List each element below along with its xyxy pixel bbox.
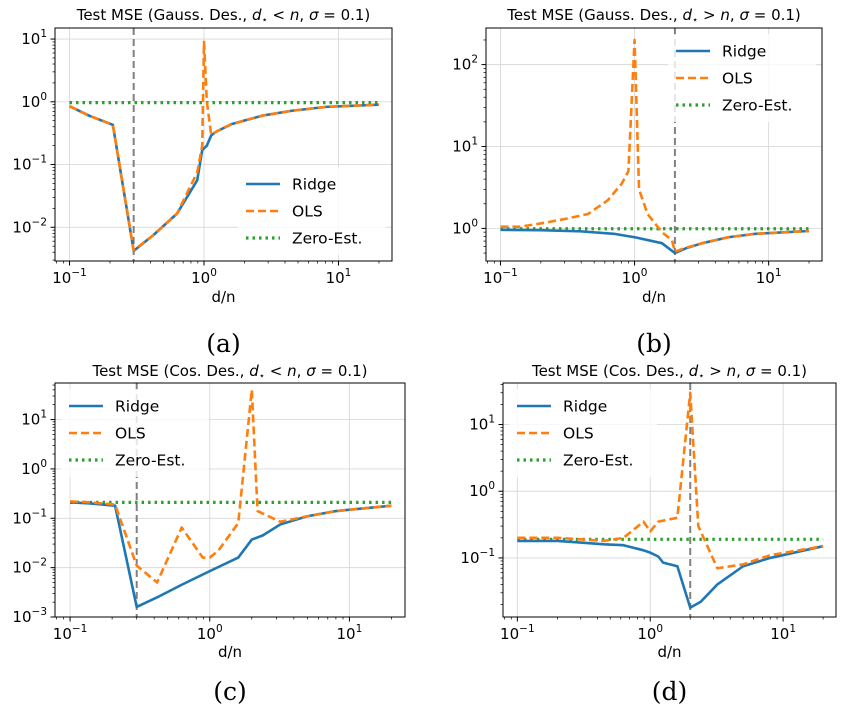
legend-box — [238, 167, 386, 255]
panel-d: 10−1 100 101 10−1 100 101 Test MSE (Cos. Des.,… — [460, 362, 837, 706]
panel-caption: (b) — [636, 329, 672, 358]
legend: Ridge OLS Zero-Est. — [509, 389, 657, 477]
panel-caption: (c) — [213, 677, 247, 706]
x-tick-label: 101 — [337, 623, 363, 643]
series-line-ols — [500, 38, 810, 253]
plot-frame — [54, 27, 393, 262]
panel-b: 10−1 100 101 100 101 102 Test MSE (Gauss. Des.… — [452, 6, 823, 358]
x-tick-label: 100 — [622, 267, 648, 287]
legend: Ridge OLS Zero-Est. — [668, 34, 816, 122]
minor-ticks — [500, 384, 824, 620]
chart-title: Test MSE (Cos. Des., d⋆ > n, σ = 0.1) — [531, 362, 807, 382]
series-line-ols — [70, 388, 392, 584]
y-tick-label: 10−1 — [12, 507, 47, 527]
x-axis-label: d/n — [657, 643, 681, 661]
chart-title: Test MSE (Gauss. Des., d⋆ > n, σ = 0.1) — [506, 6, 801, 26]
y-tick-label: 101 — [469, 414, 495, 434]
minor-ticks — [52, 384, 392, 620]
legend-label: OLS — [563, 425, 594, 443]
legend-label: Zero-Est. — [722, 97, 792, 115]
legend: Ridge OLS Zero-Est. — [238, 167, 386, 255]
legend-label: Ridge — [292, 176, 336, 194]
chart-title: Test MSE (Cos. Des., d⋆ < n, σ = 0.1) — [91, 362, 367, 382]
plot-frame — [485, 27, 823, 262]
legend-label: Zero-Est. — [292, 230, 362, 248]
panel-c: 10−1 100 101 10−3 10−2 10−1 100 101 Test MSE (Co… — [12, 362, 406, 706]
x-tick-label: 10−1 — [483, 267, 518, 287]
panel-a: 10−1 100 101 10−2 10−1 100 101 Test MSE (Gauss.… — [12, 6, 393, 358]
panel-caption: (a) — [206, 329, 240, 358]
y-tick-label: 101 — [21, 28, 47, 48]
y-tick-label: 10−1 — [460, 547, 495, 567]
legend-box — [668, 34, 816, 122]
y-tick-label: 10−2 — [12, 216, 47, 236]
panel-caption: (d) — [652, 677, 688, 706]
series-group — [517, 391, 824, 609]
x-axis-label: d/n — [211, 288, 235, 306]
y-tick-label: 101 — [21, 409, 47, 429]
plot-frame — [54, 382, 406, 618]
series-group — [68, 40, 380, 253]
legend-label: Zero-Est. — [115, 452, 185, 470]
series-line-ridge — [500, 228, 810, 255]
x-tick-label: 101 — [770, 623, 796, 643]
y-tick-label: 100 — [21, 91, 47, 111]
legend-label: Ridge — [115, 398, 159, 416]
y-tick-label: 101 — [452, 136, 478, 156]
series-group — [70, 388, 392, 609]
chart-title: Test MSE (Gauss. Des., d⋆ < n, σ = 0.1) — [76, 6, 371, 26]
y-tick-label: 100 — [452, 217, 478, 237]
y-tick-label: 10−1 — [12, 154, 47, 174]
y-tick-label: 10−2 — [12, 557, 47, 577]
minor-ticks — [52, 41, 380, 264]
series-line-ols — [68, 40, 380, 252]
legend-label: Ridge — [722, 43, 766, 61]
legend-label: Ridge — [563, 398, 607, 416]
x-tick-label: 100 — [197, 623, 223, 643]
x-axis-label: d/n — [642, 288, 666, 306]
plot-frame — [502, 382, 837, 618]
x-tick-label: 101 — [756, 267, 782, 287]
legend-box — [61, 389, 209, 477]
legend-label: Zero-Est. — [563, 452, 633, 470]
x-tick-label: 10−1 — [52, 267, 87, 287]
x-tick-label: 10−1 — [500, 623, 535, 643]
series-group — [500, 38, 810, 255]
legend: Ridge OLS Zero-Est. — [61, 389, 209, 477]
x-tick-label: 100 — [191, 267, 217, 287]
legend-label: OLS — [292, 203, 323, 221]
x-axis-label: d/n — [218, 643, 242, 661]
y-tick-label: 102 — [452, 54, 478, 74]
x-tick-label: 10−1 — [53, 623, 88, 643]
y-tick-label: 100 — [21, 458, 47, 478]
x-tick-label: 100 — [637, 623, 663, 643]
legend-label: OLS — [115, 425, 146, 443]
y-tick-label: 10−3 — [12, 606, 47, 626]
minor-ticks — [483, 39, 810, 264]
legend-box — [509, 389, 657, 477]
x-tick-label: 101 — [326, 267, 352, 287]
series-line-ridge — [517, 539, 824, 609]
series-line-ols — [517, 391, 824, 570]
legend-label: OLS — [722, 70, 753, 88]
y-tick-label: 100 — [469, 480, 495, 500]
